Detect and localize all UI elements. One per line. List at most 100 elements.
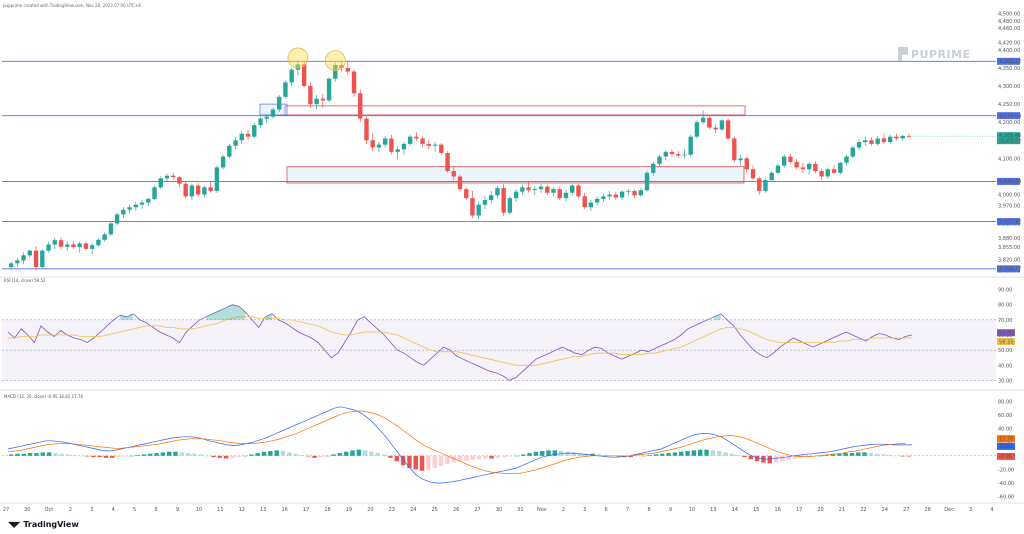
candle-body bbox=[52, 240, 57, 245]
macd-histogram-bar bbox=[862, 452, 867, 456]
time-tick-label: Oct bbox=[45, 507, 54, 513]
macd-histogram-bar bbox=[312, 455, 317, 458]
candle-body bbox=[794, 162, 799, 168]
macd-histogram-bar bbox=[704, 449, 709, 456]
macd-tick-label: 80.00 bbox=[998, 399, 1012, 405]
macd-histogram-bar bbox=[299, 455, 305, 456]
candle-body bbox=[570, 185, 575, 193]
level-price-label: 4,368.22 bbox=[999, 59, 1021, 65]
candle-body bbox=[320, 98, 326, 101]
candle-body bbox=[451, 171, 456, 177]
time-tick-label: 2 bbox=[69, 507, 72, 513]
candle-body bbox=[669, 151, 675, 155]
macd-value-box bbox=[997, 442, 1015, 450]
candle-body bbox=[71, 244, 76, 248]
candle-body bbox=[96, 239, 101, 246]
chart-header: pupprime created with TradingView.com, N… bbox=[3, 3, 141, 8]
time-tick-label: 27 bbox=[3, 507, 9, 513]
macd-histogram-bar bbox=[685, 451, 690, 456]
macd-histogram-bar bbox=[255, 453, 260, 456]
tradingview-text: TradingView bbox=[23, 520, 79, 529]
rsi-tick-label: 70.00 bbox=[998, 318, 1012, 324]
price-tick-label: 3,880.00 bbox=[998, 236, 1020, 242]
macd-histogram-bar bbox=[198, 454, 204, 456]
candle-body bbox=[21, 255, 26, 261]
macd-histogram-bar bbox=[628, 455, 633, 458]
price-tick-label: 4,480.00 bbox=[998, 19, 1020, 25]
macd-histogram-bar bbox=[369, 451, 374, 456]
candle-body bbox=[501, 188, 506, 213]
candle-body bbox=[426, 143, 432, 146]
candle-body bbox=[383, 138, 388, 145]
macd-histogram-bar bbox=[211, 455, 216, 458]
rsi-legend: RSI (14, close) 59.52 bbox=[4, 278, 46, 283]
macd-histogram-bar bbox=[230, 455, 235, 458]
candle-body bbox=[65, 244, 70, 247]
candle-body bbox=[358, 93, 363, 119]
candle-body bbox=[732, 138, 737, 161]
macd-histogram-bar bbox=[660, 453, 665, 456]
price-tick-label: 3,970.00 bbox=[998, 203, 1020, 209]
rsi-tick-label: 50.00 bbox=[998, 348, 1012, 354]
candle-body bbox=[277, 96, 282, 110]
candle-body bbox=[476, 204, 481, 216]
tradingview-brand[interactable]: ◥◤ TradingView bbox=[8, 520, 79, 529]
macd-histogram-bar bbox=[394, 455, 399, 462]
candle-body bbox=[619, 191, 625, 198]
macd-histogram-bar bbox=[476, 455, 482, 460]
macd-pane: 80.0060.0040.0020.000.00-20.00-40.00-60.… bbox=[0, 399, 1024, 504]
time-tick-label: 10 bbox=[689, 507, 695, 513]
macd-histogram-bar bbox=[419, 455, 425, 471]
macd-histogram-bar bbox=[192, 453, 197, 456]
macd-histogram-bar bbox=[571, 452, 577, 456]
rsi-tick-label: 40.00 bbox=[998, 363, 1012, 369]
level-price-box bbox=[997, 265, 1020, 273]
time-tick-label: 14 bbox=[732, 507, 738, 513]
candle-body bbox=[844, 156, 849, 163]
candle-body bbox=[800, 167, 806, 170]
candle-body bbox=[900, 135, 905, 139]
candle-body bbox=[158, 178, 163, 188]
candle-body bbox=[632, 190, 637, 196]
level-price-label: 3,925.42 bbox=[999, 219, 1021, 225]
candle-body bbox=[464, 189, 469, 199]
time-tick-label: 3 bbox=[90, 507, 93, 513]
price-tick-label: 4,400.00 bbox=[998, 48, 1020, 54]
candle-body bbox=[239, 133, 244, 141]
level-price-box bbox=[997, 57, 1020, 65]
time-tick-label: 4 bbox=[990, 507, 993, 513]
macd-histogram-bar bbox=[122, 455, 128, 457]
level-price-box bbox=[997, 177, 1020, 185]
macd-histogram-bar bbox=[666, 453, 671, 456]
candle-body bbox=[887, 136, 893, 143]
macd-histogram-bar bbox=[818, 455, 823, 457]
macd-histogram-bar bbox=[514, 455, 520, 457]
candle-body bbox=[227, 145, 232, 157]
puprime-logo-text: PUPRIME bbox=[911, 47, 971, 61]
time-tick-label: 30 bbox=[24, 507, 30, 513]
time-tick-label: 11 bbox=[217, 507, 223, 513]
macd-histogram-bar bbox=[767, 455, 772, 464]
macd-histogram-bar bbox=[856, 452, 861, 456]
candle-body bbox=[439, 144, 444, 153]
tradingview-icon: ◥◤ bbox=[8, 520, 21, 529]
price-tick-label: 3,820.00 bbox=[998, 258, 1020, 264]
time-tick-label: 13 bbox=[260, 507, 266, 513]
macd-tick-label: -40.00 bbox=[998, 481, 1014, 487]
candle-body bbox=[863, 140, 868, 143]
candle-body bbox=[139, 202, 145, 205]
candle-body bbox=[657, 156, 662, 164]
candle-body bbox=[894, 136, 899, 139]
macd-histogram-bar bbox=[723, 452, 728, 456]
rsi-line bbox=[7, 304, 913, 381]
macd-histogram-bar bbox=[577, 453, 583, 456]
macd-histogram-bar bbox=[875, 453, 880, 456]
candle-body bbox=[738, 158, 743, 161]
macd-histogram-bar bbox=[400, 455, 406, 466]
macd-histogram-bar bbox=[15, 453, 20, 456]
time-tick-label: 9 bbox=[176, 507, 179, 513]
macd-histogram-bar bbox=[508, 455, 513, 457]
candle-body bbox=[121, 209, 126, 215]
current-price-label: 4,161.40 bbox=[999, 133, 1021, 139]
